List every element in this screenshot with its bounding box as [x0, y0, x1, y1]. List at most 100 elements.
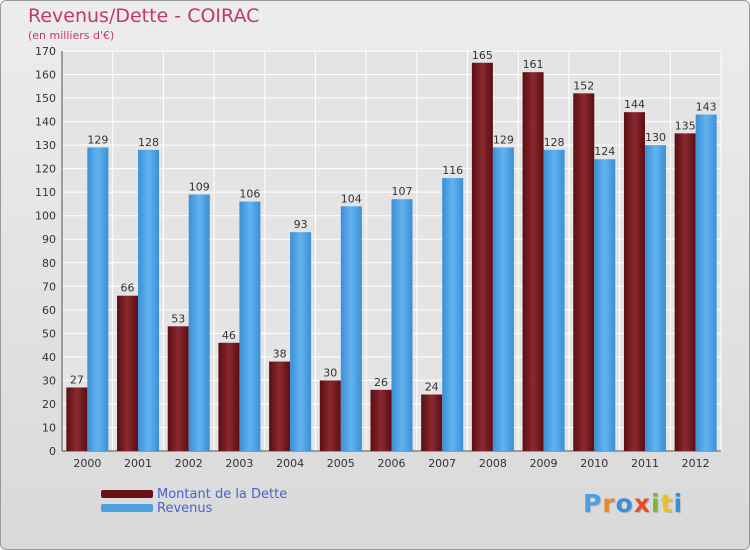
logo-letter: i [673, 489, 684, 518]
bar-dette [66, 387, 88, 451]
data-label: 104 [341, 192, 362, 205]
y-tick-label: 20 [42, 398, 56, 411]
x-tick-label: 2008 [479, 457, 507, 470]
data-label: 24 [425, 381, 439, 394]
logo-letter: i [651, 489, 661, 518]
bar-dette [269, 361, 291, 451]
bar-revenus [442, 178, 464, 451]
y-tick-label: 130 [35, 139, 56, 152]
bar-dette [167, 326, 189, 451]
bar-dette [218, 342, 240, 451]
y-tick-label: 60 [42, 304, 56, 317]
y-tick-label: 100 [35, 210, 56, 223]
x-tick-label: 2009 [530, 457, 558, 470]
bar-dette [117, 295, 139, 451]
data-label: 128 [544, 136, 565, 149]
logo-letter: P [583, 489, 603, 518]
x-tick-label: 2012 [682, 457, 710, 470]
data-label: 116 [442, 164, 463, 177]
data-label: 152 [573, 79, 594, 92]
bar-dette [471, 62, 493, 451]
data-label: 27 [70, 373, 84, 386]
data-label: 93 [294, 218, 308, 231]
data-label: 53 [171, 312, 185, 325]
logo-letter: r [602, 489, 616, 518]
x-tick-label: 2011 [631, 457, 659, 470]
y-tick-label: 70 [42, 280, 56, 293]
chart-subtitle: (en milliers d'€) [28, 29, 115, 42]
bar-revenus [644, 145, 666, 451]
legend-item-dette: Montant de la Dette [101, 486, 288, 502]
bar-dette [421, 394, 443, 451]
data-label: 128 [138, 136, 159, 149]
bar-revenus [543, 149, 565, 451]
bar-revenus [492, 147, 514, 451]
y-tick-label: 170 [35, 45, 56, 58]
y-tick-label: 160 [35, 69, 56, 82]
legend-swatch-dette [101, 490, 153, 498]
data-label: 135 [675, 119, 696, 132]
y-tick-label: 120 [35, 163, 56, 176]
legend-item-revenus: Revenus [101, 500, 287, 516]
x-tick-label: 2003 [225, 457, 253, 470]
bar-revenus [391, 199, 413, 451]
y-tick-label: 140 [35, 116, 56, 129]
data-label: 46 [222, 329, 236, 342]
data-label: 109 [189, 181, 210, 194]
bar-revenus [87, 147, 109, 451]
proxiti-logo: Proxiti [583, 489, 683, 518]
data-label: 30 [323, 366, 337, 379]
data-label: 129 [87, 133, 108, 146]
legend: Montant de la Dette Revenus [101, 486, 288, 516]
bar-revenus [138, 149, 160, 451]
legend-label-dette: Montant de la Dette [157, 486, 288, 502]
x-tick-label: 2000 [73, 457, 101, 470]
data-label: 124 [594, 145, 615, 158]
x-tick-label: 2002 [175, 457, 203, 470]
bar-revenus [188, 194, 210, 451]
y-tick-label: 110 [35, 186, 56, 199]
data-label: 38 [273, 348, 287, 361]
y-tick-label: 150 [35, 92, 56, 105]
bar-dette [674, 133, 696, 451]
data-label: 26 [374, 376, 388, 389]
bar-dette [522, 72, 544, 452]
data-label: 107 [392, 185, 413, 198]
y-tick-label: 90 [42, 233, 56, 246]
bar-revenus [695, 114, 717, 451]
data-label: 161 [523, 58, 544, 71]
bar-revenus [340, 206, 362, 451]
bar-dette [370, 389, 392, 451]
legend-swatch-revenus [101, 504, 153, 512]
y-tick-label: 40 [42, 351, 56, 364]
data-label: 143 [696, 101, 717, 114]
x-tick-label: 2010 [580, 457, 608, 470]
data-label: 66 [121, 282, 135, 295]
bar-revenus [239, 201, 261, 451]
y-tick-label: 0 [49, 445, 56, 458]
y-tick-label: 80 [42, 257, 56, 270]
y-tick-label: 50 [42, 327, 56, 340]
x-tick-label: 2004 [276, 457, 304, 470]
data-label: 165 [472, 49, 493, 62]
x-tick-label: 2007 [428, 457, 456, 470]
bar-revenus [290, 232, 312, 451]
chart-title: Revenus/Dette - COIRAC [28, 5, 260, 27]
logo-letter: t [660, 489, 674, 518]
bar-revenus [594, 159, 616, 451]
legend-label-revenus: Revenus [157, 500, 213, 516]
data-label: 144 [624, 98, 645, 111]
logo-letter: o [615, 489, 634, 518]
y-tick-label: 30 [42, 374, 56, 387]
x-tick-label: 2001 [124, 457, 152, 470]
y-tick-label: 10 [42, 421, 56, 434]
bar-dette [319, 380, 341, 451]
bar-dette [573, 93, 595, 452]
x-tick-label: 2006 [378, 457, 406, 470]
x-tick-label: 2005 [327, 457, 355, 470]
data-label: 130 [645, 131, 666, 144]
data-label: 129 [493, 133, 514, 146]
data-label: 106 [239, 188, 260, 201]
